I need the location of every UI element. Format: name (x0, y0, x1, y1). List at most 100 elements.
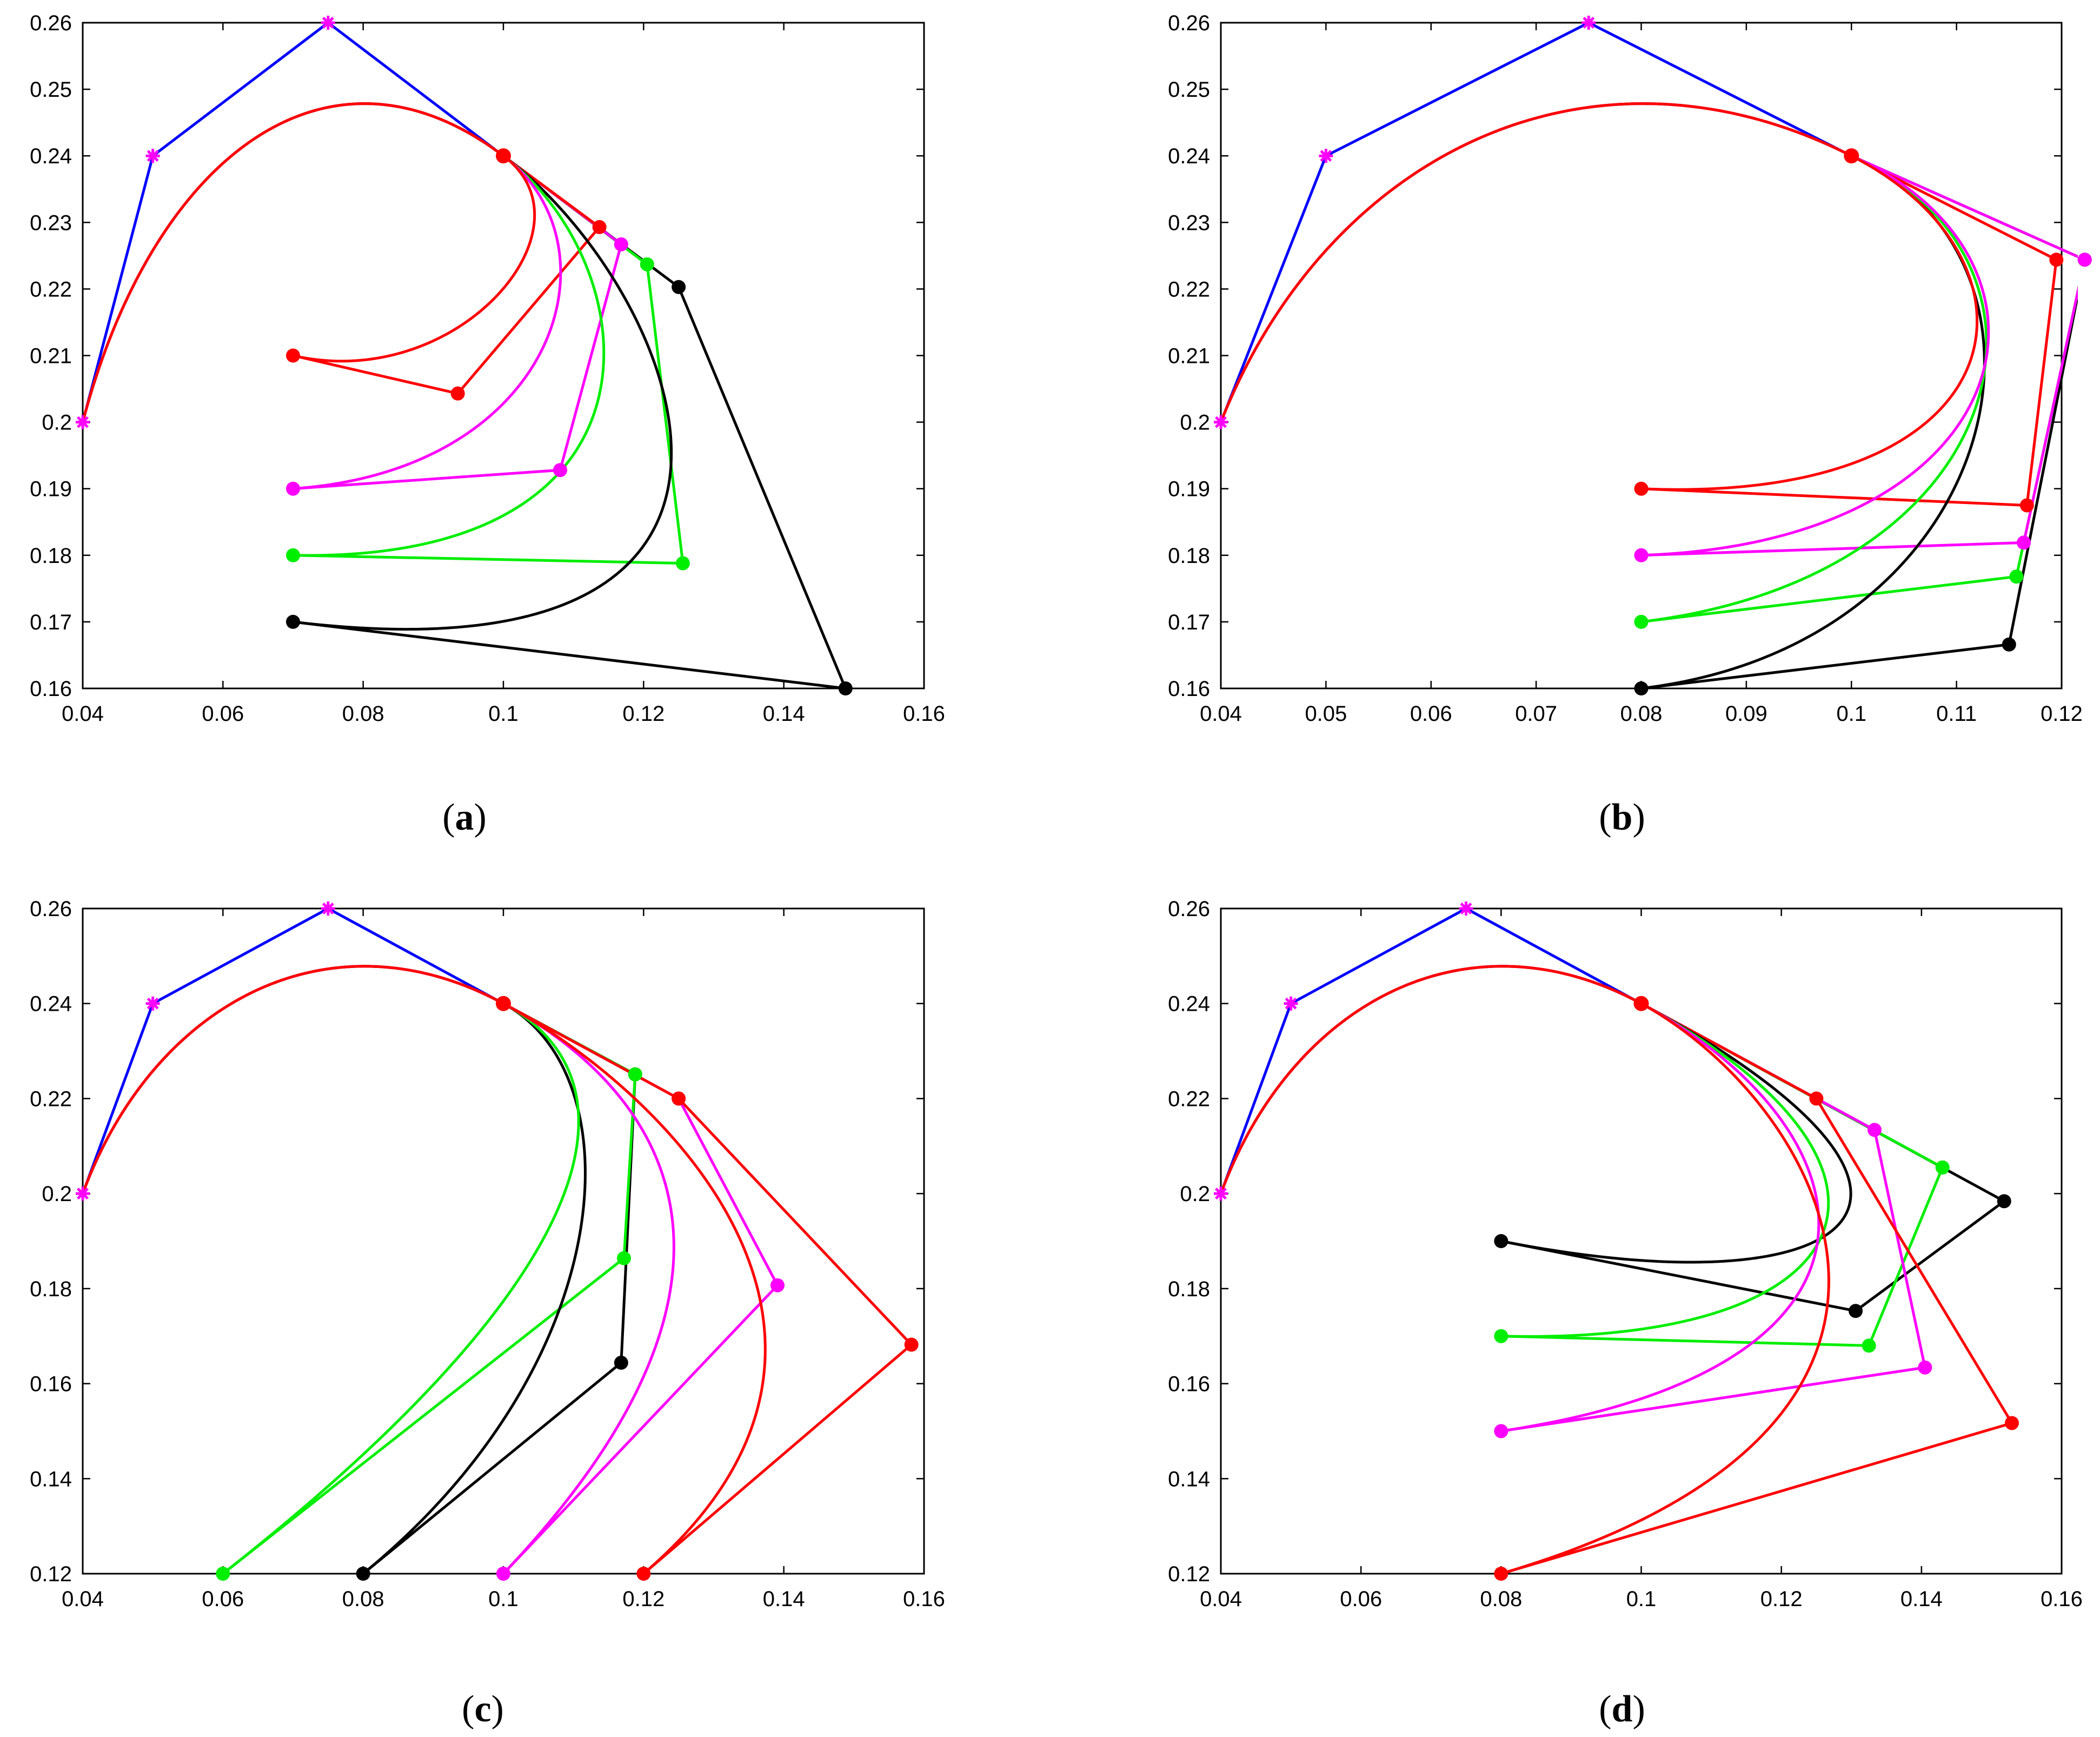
fixed-point-marker-stroke (77, 416, 89, 428)
panel-caption-c: (c) (462, 1688, 504, 1730)
fixed-point-marker-stroke (77, 1188, 89, 1200)
control-point-magenta (1494, 1424, 1508, 1438)
fixed-point-marker (145, 149, 160, 163)
x-tick-label: 0.1 (1836, 702, 1866, 726)
control-point-magenta (770, 1278, 785, 1292)
panel-b: 0.04 0.05 0.06 0.07 0.08 0.09 0.1 0.11 0.12 0.16 0… (1168, 11, 2092, 726)
control-polygon-red (293, 155, 601, 395)
control-point-magenta (1634, 548, 1649, 562)
y-tick-label: 0.12 (30, 1562, 72, 1586)
curve-magenta (1219, 965, 1820, 1433)
y-tick-label: 0.12 (1168, 1562, 1210, 1586)
control-point-black (838, 681, 853, 695)
x-tick-label: 0.08 (1620, 702, 1663, 726)
control-point-black (1634, 681, 1649, 695)
y-tick-label: 0.2 (42, 411, 72, 435)
control-polygon-red (1641, 154, 2058, 507)
curve-red (1219, 102, 1979, 491)
fixed-point-marker (1581, 16, 1596, 30)
y-tick-label: 0.21 (1168, 344, 1210, 368)
x-tick-label: 0.06 (1340, 1587, 1382, 1611)
y-tick-label: 0.2 (1180, 1182, 1210, 1206)
fixed-point-marker-stroke (1320, 150, 1332, 162)
x-tick-label: 0.11 (1936, 702, 1977, 726)
control-point-green (216, 1567, 230, 1581)
fixed-point-marker (76, 1186, 90, 1201)
y-tick-label: 0.24 (30, 992, 72, 1016)
x-tick-label: 0.14 (763, 702, 805, 726)
y-tick-label: 0.16 (30, 1373, 72, 1396)
control-point-green (1935, 1160, 1950, 1175)
y-tick-label: 0.24 (1168, 992, 1210, 1016)
y-tick-label: 0.24 (30, 144, 72, 168)
y-tick-label: 0.2 (1180, 411, 1210, 435)
joint-point (496, 148, 511, 164)
fixed-point-marker (321, 901, 335, 916)
fixed-point-marker (321, 16, 335, 30)
fixed-control-polygon (81, 907, 504, 1195)
y-tick-label: 0.21 (30, 344, 72, 368)
y-tick-label: 0.23 (1168, 211, 1210, 235)
panel-d: 0.04 0.06 0.08 0.1 0.12 0.14 0.16 0.12 0.14 0.16 0… (1168, 897, 2083, 1611)
fixed-point-marker (1214, 415, 1228, 429)
y-tick-label: 0.19 (1168, 478, 1210, 501)
fixed-point-marker (1284, 996, 1298, 1011)
panel-caption-d: (d) (1599, 1688, 1645, 1730)
x-tick-label: 0.16 (903, 702, 945, 726)
control-point-magenta (614, 237, 628, 251)
curve-magenta (81, 102, 562, 490)
curve-red (81, 102, 536, 423)
x-tick-label: 0.07 (1515, 702, 1557, 726)
x-tick-label: 0.04 (1200, 702, 1242, 726)
panel-caption-a: (a) (442, 797, 487, 838)
y-tick-label: 0.26 (1168, 897, 1210, 921)
control-point-red (672, 1091, 686, 1106)
control-point-magenta (2017, 535, 2031, 550)
y-tick-label: 0.19 (30, 478, 72, 501)
control-point-magenta (286, 481, 300, 496)
control-polygon-red (1500, 1002, 2013, 1575)
fixed-control-polygon (1219, 21, 1852, 423)
x-tick-label: 0.16 (903, 1587, 945, 1611)
fixed-point-marker (1319, 149, 1333, 163)
control-point-red (1494, 1567, 1508, 1581)
fixed-point-marker-stroke (1285, 997, 1297, 1010)
fixed-point-marker-stroke (322, 903, 334, 914)
plot-area (81, 907, 913, 1575)
x-tick-label: 0.14 (763, 1587, 805, 1611)
control-point-magenta (1868, 1123, 1882, 1137)
x-tick-label: 0.05 (1305, 702, 1347, 726)
x-tick-label: 0.08 (342, 1587, 384, 1611)
fixed-control-polygon (1219, 907, 1642, 1195)
curve-green (81, 965, 580, 1575)
control-point-black (286, 614, 300, 629)
plot-area (81, 21, 847, 690)
control-polygon-black (1641, 154, 2078, 690)
x-tick-label: 0.1 (488, 702, 519, 726)
control-point-green (1862, 1338, 1876, 1353)
fixed-control-polygon (81, 21, 504, 423)
curve-black (1219, 965, 1852, 1264)
x-tick-label: 0.08 (342, 702, 384, 726)
joint-point (1844, 148, 1859, 164)
curve-black (1219, 102, 1986, 690)
y-tick-label: 0.17 (1168, 611, 1210, 634)
y-tick-label: 0.16 (30, 677, 72, 701)
y-tick-label: 0.22 (30, 277, 72, 301)
fixed-point-marker (1214, 1186, 1228, 1201)
y-tick-label: 0.25 (30, 78, 72, 102)
x-tick-label: 0.12 (2041, 702, 2083, 726)
x-tick-label: 0.06 (202, 1587, 244, 1611)
control-point-green (628, 1067, 642, 1082)
control-point-black (614, 1355, 628, 1370)
control-point-green (286, 548, 300, 562)
y-tick-label: 0.26 (30, 897, 72, 921)
y-tick-label: 0.25 (1168, 78, 1210, 102)
y-tick-label: 0.18 (1168, 1277, 1210, 1301)
fixed-point-marker-stroke (1215, 1188, 1227, 1200)
x-tick-label: 0.14 (1900, 1587, 1943, 1611)
plot-frame (1220, 22, 2063, 690)
control-point-black (2002, 637, 2016, 652)
y-tick-label: 0.14 (30, 1467, 72, 1491)
fixed-point-marker-stroke (1460, 903, 1472, 914)
